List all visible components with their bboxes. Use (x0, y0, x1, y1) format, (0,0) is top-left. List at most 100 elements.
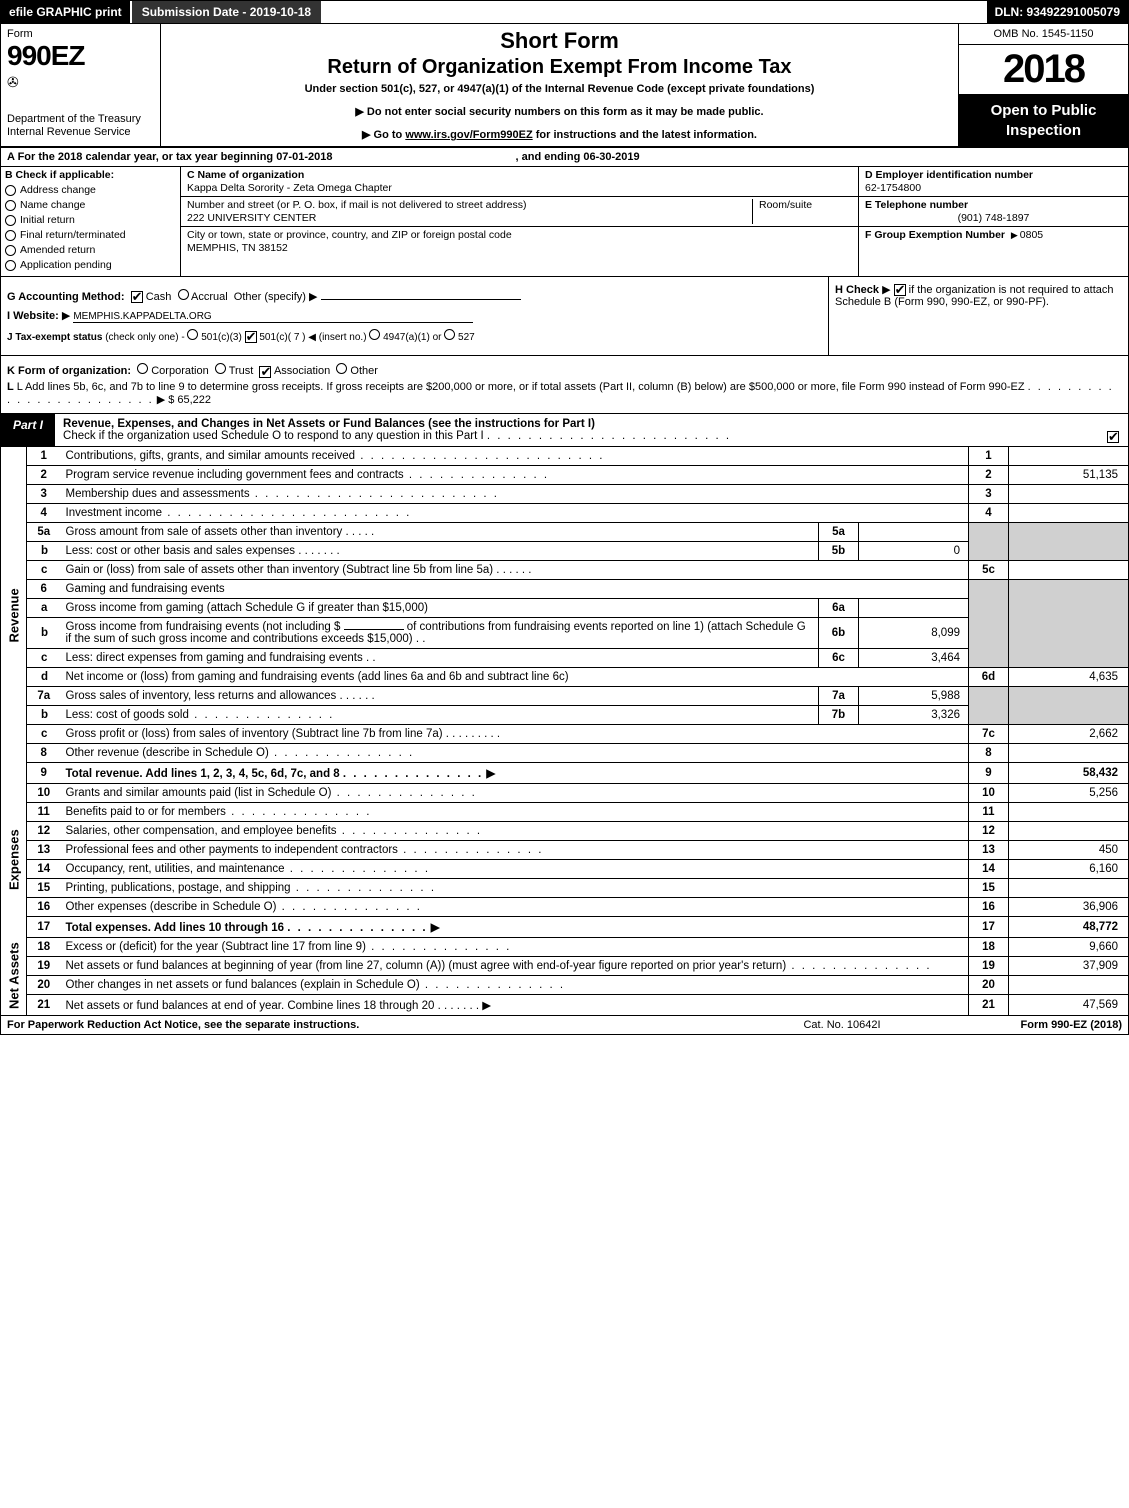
line-9: 9 Total revenue. Add lines 1, 2, 3, 4, 5… (1, 762, 1129, 783)
l15-desc: Printing, publications, postage, and shi… (66, 882, 291, 894)
l5a-desc: Gross amount from sale of assets other t… (66, 526, 343, 538)
check-schedule-b[interactable] (894, 284, 906, 296)
check-501c3[interactable] (187, 329, 198, 340)
l11-num: 11 (27, 802, 61, 821)
section-def: D Employer identification number 62-1754… (858, 167, 1128, 276)
street-value: 222 UNIVERSITY CENTER (187, 212, 752, 224)
l21-rval: 47,569 (1009, 994, 1129, 1015)
l7a-num: 7a (27, 686, 61, 705)
l20-rval (1009, 975, 1129, 994)
l7a-inum: 7a (819, 686, 859, 705)
l4-rval (1009, 503, 1129, 522)
street-row: Number and street (or P. O. box, if mail… (181, 197, 858, 227)
l19-desc: Net assets or fund balances at beginning… (66, 960, 787, 972)
line-5b: b Less: cost or other basis and sales ex… (1, 541, 1129, 560)
l14-rnum: 14 (969, 859, 1009, 878)
l9-rval: 58,432 (1009, 762, 1129, 783)
city-label: City or town, state or province, country… (187, 229, 512, 241)
check-address-change[interactable]: Address change (5, 184, 176, 196)
l6b-num: b (27, 617, 61, 648)
check-corporation[interactable] (137, 363, 148, 374)
check-cash[interactable] (131, 291, 143, 303)
section-b-checks: B Check if applicable: Address change Na… (1, 167, 181, 276)
efile-print-button[interactable]: efile GRAPHIC print (1, 1, 130, 23)
l17-num: 17 (27, 916, 61, 937)
part1-schedule-o-check[interactable] (1098, 414, 1128, 446)
l4-num: 4 (27, 503, 61, 522)
l16-num: 16 (27, 897, 61, 916)
l12-desc: Salaries, other compensation, and employ… (66, 825, 337, 837)
l2-num: 2 (27, 465, 61, 484)
no-ssn-warning: Do not enter social security numbers on … (167, 105, 952, 118)
line-4: 4 Investment income 4 (1, 503, 1129, 522)
l18-rval: 9,660 (1009, 937, 1129, 956)
department-treasury: Department of the Treasury Internal Reve… (7, 113, 154, 139)
l18-desc: Excess or (deficit) for the year (Subtra… (66, 941, 366, 953)
l7c-rnum: 7c (969, 724, 1009, 743)
l7-shade-val (1009, 686, 1129, 724)
l8-desc: Other revenue (describe in Schedule O) (66, 747, 269, 759)
line-6d: d Net income or (loss) from gaming and f… (1, 667, 1129, 686)
l12-rnum: 12 (969, 821, 1009, 840)
l17-rval: 48,772 (1009, 916, 1129, 937)
l5a-ival (859, 522, 969, 541)
check-trust[interactable] (215, 363, 226, 374)
i-label: I Website: (7, 310, 59, 322)
l11-rnum: 11 (969, 802, 1009, 821)
4947-label: 4947(a)(1) or (383, 332, 441, 343)
l20-num: 20 (27, 975, 61, 994)
irs-link[interactable]: www.irs.gov/Form990EZ (405, 129, 532, 141)
line-3: 3 Membership dues and assessments 3 (1, 484, 1129, 503)
part1-header: Part I Revenue, Expenses, and Changes in… (0, 414, 1129, 447)
form-header: Form 990EZ ✇ Department of the Treasury … (0, 24, 1129, 148)
check-accrual[interactable] (178, 289, 189, 300)
other-method-label: Other (specify) (234, 291, 306, 303)
check-501c[interactable] (245, 331, 257, 343)
short-form-title: Short Form (167, 28, 952, 54)
l21-num: 21 (27, 994, 61, 1015)
l7b-inum: 7b (819, 705, 859, 724)
line-8: 8 Other revenue (describe in Schedule O)… (1, 743, 1129, 762)
l9-rnum: 9 (969, 762, 1009, 783)
l16-rnum: 16 (969, 897, 1009, 916)
check-application-pending[interactable]: Application pending (5, 259, 176, 271)
footer-cat-no: Cat. No. 10642I (742, 1019, 942, 1031)
l5a-num: 5a (27, 522, 61, 541)
check-527[interactable] (444, 329, 455, 340)
l7c-rval: 2,662 (1009, 724, 1129, 743)
section-kl: K Form of organization: Corporation Trus… (0, 356, 1129, 413)
revenue-side-label: Revenue (1, 447, 27, 784)
ghij-left: G Accounting Method: Cash Accrual Other … (1, 277, 828, 355)
other-method-input[interactable] (321, 299, 521, 300)
part1-label: Part I (1, 414, 55, 446)
check-4947[interactable] (369, 329, 380, 340)
l5c-rval (1009, 560, 1129, 579)
line-5c: c Gain or (loss) from sale of assets oth… (1, 560, 1129, 579)
check-initial-return[interactable]: Initial return (5, 214, 176, 226)
l5-shade-val (1009, 522, 1129, 560)
line-13: 13 Professional fees and other payments … (1, 840, 1129, 859)
check-name-change[interactable]: Name change (5, 199, 176, 211)
l6c-desc: Less: direct expenses from gaming and fu… (66, 652, 363, 664)
l3-desc: Membership dues and assessments (66, 488, 250, 500)
line-2: 2 Program service revenue including gove… (1, 465, 1129, 484)
line-19: 19 Net assets or fund balances at beginn… (1, 956, 1129, 975)
check-other-org[interactable] (336, 363, 347, 374)
check-amended-return[interactable]: Amended return (5, 244, 176, 256)
l15-rval (1009, 878, 1129, 897)
l9-num: 9 (27, 762, 61, 783)
form-number: 990EZ (7, 40, 154, 72)
page-footer: For Paperwork Reduction Act Notice, see … (0, 1016, 1129, 1035)
line-7c: c Gross profit or (loss) from sales of i… (1, 724, 1129, 743)
l4-desc: Investment income (66, 507, 163, 519)
check-association[interactable] (259, 366, 271, 378)
l5b-desc: Less: cost or other basis and sales expe… (66, 545, 296, 557)
check-final-return[interactable]: Final return/terminated (5, 229, 176, 241)
dln-number: DLN: 93492291005079 (987, 1, 1128, 23)
entity-info-section: B Check if applicable: Address change Na… (0, 167, 1129, 277)
website-value: MEMPHIS.KAPPADELTA.ORG (73, 311, 473, 323)
l6b-inum: 6b (819, 617, 859, 648)
line-1: Revenue 1 Contributions, gifts, grants, … (1, 447, 1129, 466)
l11-desc: Benefits paid to or for members (66, 806, 226, 818)
l6d-rnum: 6d (969, 667, 1009, 686)
